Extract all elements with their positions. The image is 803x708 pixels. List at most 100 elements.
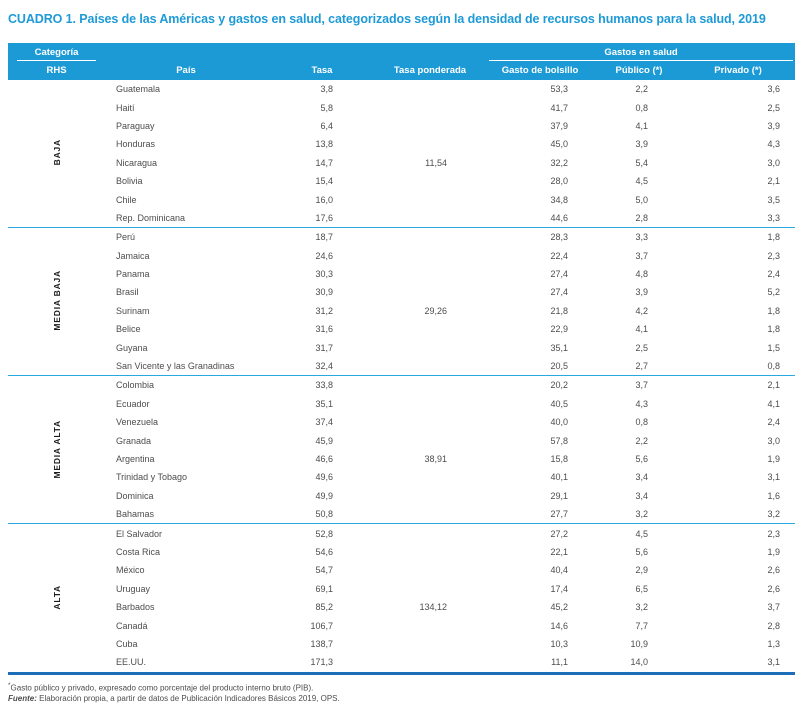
table-body: BAJA Guatemala 3,8 53,3 2,2 3,6 Haití 5,8 41,7 0,… (8, 80, 796, 673)
tasa-ponderada-cell (377, 561, 483, 579)
publico-gasto-cell: 3,3 (635, 232, 648, 243)
footnote-asterisk: * (8, 681, 11, 689)
table-row: Haití 5,8 41,7 0,8 2,5 (8, 98, 795, 116)
tasa-cell: 54,6 (315, 546, 333, 557)
gasto-bolsillo-cell: 15,8 (550, 454, 568, 464)
tasa-ponderada-cell (377, 320, 483, 338)
tasa-ponderada-cell (377, 524, 483, 543)
privado-gasto-cell: 2,3 (767, 250, 781, 261)
publico-gasto-cell: 2,2 (635, 84, 648, 95)
privado-gasto-cell: 3,0 (767, 435, 781, 446)
tasa-ponderada-cell: 38,91 (424, 454, 447, 464)
tasa-cell: 30,9 (315, 287, 333, 298)
publico-gasto-cell: 2,8 (597, 208, 681, 229)
table-row: Cuba 138,7 10,3 10,9 1,3 (8, 635, 795, 653)
publico-gasto-cell: 2,5 (635, 342, 648, 353)
publico-gasto-cell: 5,6 (635, 546, 648, 557)
gasto-bolsillo-cell: 40,5 (550, 398, 568, 409)
privado-gasto-cell: 4,3 (767, 139, 781, 150)
country-cell: Rep. Dominicana (105, 208, 267, 229)
privado-gasto-cell: 1,6 (767, 490, 781, 501)
table-row: Canadá 106,7 14,6 7,7 2,8 (8, 616, 795, 634)
page-title: CUADRO 1. Países de las Américas y gasto… (8, 12, 766, 26)
privado-gasto-cell: 1,5 (767, 342, 781, 353)
privado-gasto-cell: 2,8 (767, 620, 781, 631)
tasa-ponderada-cell (377, 431, 483, 449)
country-cell: Brasil (116, 287, 139, 298)
tasa-ponderada-cell (377, 468, 483, 486)
table-row: Costa Rica 54,6 22,1 5,6 1,9 (8, 543, 795, 561)
table-row: Paraguay 6,4 37,9 4,1 3,9 (8, 117, 795, 135)
tasa-ponderada-cell (377, 395, 483, 413)
header-rhs: RHS (8, 61, 105, 80)
publico-gasto-cell: 4,3 (635, 398, 648, 409)
country-cell: Bahamas (105, 504, 267, 525)
publico-gasto-cell: 6,5 (635, 583, 648, 594)
footnote-fuente: Fuente: Elaboración propia, a partir de … (8, 694, 795, 705)
publico-gasto-cell: 4,2 (635, 305, 648, 316)
publico-gasto-cell: 4,8 (635, 269, 648, 280)
privado-gasto-cell: 3,6 (767, 84, 781, 95)
table-row: Belice 31,6 22,9 4,1 1,8 (8, 320, 795, 338)
table-row: Barbados 85,2 134,12 45,2 3,2 3,7 (8, 598, 795, 616)
country-cell: Guyana (116, 342, 148, 353)
header-spacer (105, 43, 483, 61)
rhs-category-label: ALTA (51, 584, 62, 610)
tasa-ponderada-cell (377, 117, 483, 135)
publico-gasto-cell: 4,5 (635, 176, 648, 187)
tasa-cell: 30,3 (315, 269, 333, 280)
country-cell: Haití (116, 102, 135, 113)
privado-gasto-cell: 1,9 (767, 454, 781, 464)
table-row: Ecuador 35,1 40,5 4,3 4,1 (8, 395, 795, 413)
table-row: Chile 16,0 34,8 5,0 3,5 (8, 190, 795, 208)
country-cell: Panama (116, 269, 150, 280)
table-row: MEDIA ALTA Colombia 33,8 20,2 3,7 2,1 (8, 375, 795, 525)
tasa-ponderada-cell (377, 265, 483, 283)
country-cell: Colombia (116, 380, 155, 391)
tasa-ponderada-cell (377, 98, 483, 116)
gasto-bolsillo-cell: 32,2 (550, 157, 568, 168)
tasa-cell: 37,4 (315, 417, 333, 428)
tasa-ponderada-cell (377, 413, 483, 431)
publico-gasto-cell: 5,0 (635, 194, 648, 205)
publico-gasto-cell: 3,9 (635, 139, 648, 150)
tasa-cell: 16,0 (315, 194, 333, 205)
publico-gasto-cell: 3,4 (635, 490, 648, 501)
privado-gasto-cell: 5,2 (767, 287, 781, 298)
tasa-cell: 45,9 (315, 435, 333, 446)
tasa-cell: 54,7 (315, 565, 333, 576)
fuente-label: Fuente: (8, 693, 37, 703)
header-gastos-label: Gastos en salud (489, 47, 794, 61)
gasto-bolsillo-cell: 35,1 (550, 342, 568, 353)
gasto-bolsillo-cell: 22,1 (550, 546, 568, 557)
table-row: Brasil 30,9 27,4 3,9 5,2 (8, 283, 795, 301)
header-privado: Privado (*) (681, 61, 796, 80)
privado-gasto-cell: 3,9 (767, 120, 781, 131)
tasa-cell: 13,8 (315, 139, 333, 150)
gasto-bolsillo-cell: 27,4 (550, 287, 568, 298)
tasa-ponderada-cell: 29,26 (424, 305, 447, 316)
header-tasa-ponderada: Tasa ponderada (377, 61, 483, 80)
footnotes: *Gasto público y privado, expresado como… (8, 681, 795, 705)
country-cell: Trinidad y Tobago (116, 472, 188, 483)
country-cell: Chile (116, 194, 137, 205)
header-pais: País (105, 61, 267, 80)
publico-gasto-cell: 0,8 (635, 417, 648, 428)
table-row: Venezuela 37,4 40,0 0,8 2,4 (8, 413, 795, 431)
table-row: ALTA El Salvador 52,8 27,2 4,5 2,3 (8, 524, 795, 610)
tasa-cell: 106,7 (310, 620, 333, 631)
rhs-category-label: MEDIA ALTA (51, 419, 62, 479)
rhs-category-label: BAJA (51, 139, 62, 166)
gasto-bolsillo-cell: 29,1 (550, 490, 568, 501)
gasto-bolsillo-cell: 20,2 (550, 380, 568, 391)
tasa-cell: 49,9 (315, 490, 333, 501)
country-cell: Barbados (116, 602, 155, 613)
country-cell: México (116, 565, 145, 576)
privado-gasto-cell: 3,5 (767, 194, 781, 205)
header-row-bottom: RHS País Tasa Tasa ponderada Gasto de bo… (8, 61, 796, 80)
table-row: EE.UU. 171,3 11,1 14,0 3,1 (8, 653, 795, 673)
privado-gasto-cell: 3,0 (767, 157, 781, 168)
table-header: Categoría Gastos en salud RHS País Tasa … (8, 43, 796, 80)
tasa-ponderada-cell (377, 504, 483, 525)
privado-gasto-cell: 2,6 (767, 583, 781, 594)
